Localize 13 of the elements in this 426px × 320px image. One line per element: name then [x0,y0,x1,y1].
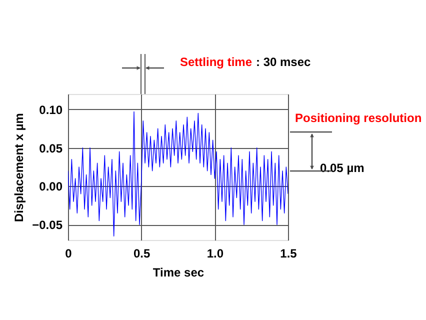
y-tick-label: −0.05 [32,218,63,232]
x-tick-label: 1.5 [280,246,298,260]
x-tick-label: 0 [65,246,72,260]
y-tick-label: 0.05 [39,141,63,156]
x-axis-title: Time sec [152,266,204,280]
x-tick-label: 1.0 [206,246,224,260]
text: Positioning resolution [295,111,422,125]
y-axis-title: Displacement x µm [12,113,26,222]
x-tick-label: 0.5 [133,246,150,260]
text: Settling time [180,55,252,69]
y-tick-label: 0.10 [39,102,63,117]
y-tick-label: 0.00 [39,180,63,194]
text: : 30 msec [256,55,312,69]
